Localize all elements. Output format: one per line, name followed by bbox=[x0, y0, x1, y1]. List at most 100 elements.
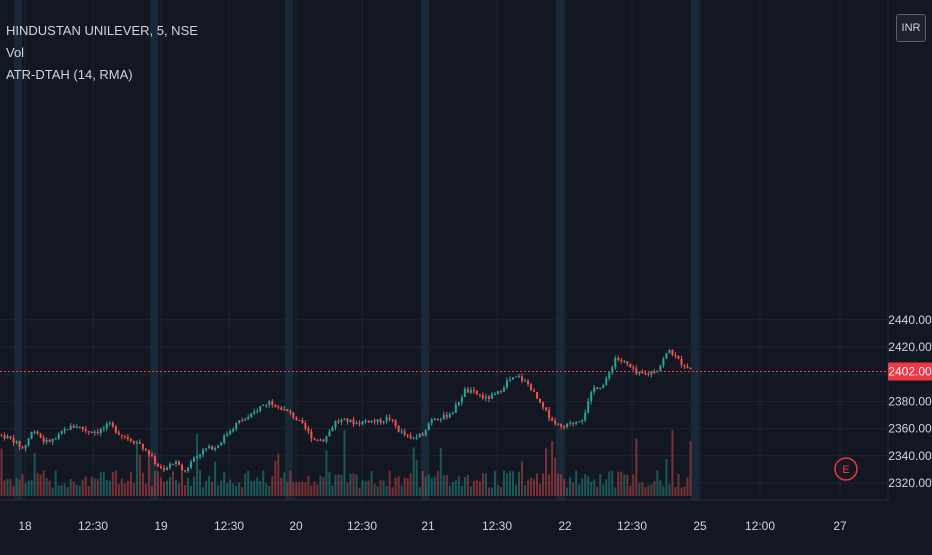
volume-bar bbox=[268, 485, 271, 496]
volume-bar bbox=[15, 477, 18, 496]
candle-body bbox=[466, 389, 469, 393]
legend-volume[interactable]: Vol bbox=[6, 45, 25, 60]
volume-bar bbox=[400, 485, 403, 496]
volume-bar bbox=[319, 475, 322, 496]
volume-bar bbox=[193, 476, 196, 496]
candle-body bbox=[90, 431, 93, 433]
currency-badge[interactable]: INR bbox=[896, 14, 926, 42]
earnings-marker[interactable]: E bbox=[834, 457, 858, 481]
volume-bar bbox=[590, 481, 593, 496]
candle-body bbox=[448, 414, 451, 418]
candle-body bbox=[511, 377, 514, 380]
volume-bar bbox=[69, 478, 72, 496]
candle-body bbox=[599, 387, 602, 389]
volume-bar bbox=[205, 481, 208, 496]
candle-body bbox=[385, 417, 388, 422]
candle-body bbox=[87, 431, 90, 433]
volume-bar bbox=[457, 476, 460, 496]
volume-bar bbox=[424, 476, 427, 496]
volume-bar bbox=[6, 478, 9, 496]
candle-body bbox=[665, 353, 668, 359]
candle-body bbox=[15, 441, 18, 443]
candle-body bbox=[668, 349, 671, 354]
volume-bar bbox=[310, 485, 313, 496]
candle-body bbox=[319, 439, 322, 441]
volume-bar bbox=[24, 483, 27, 496]
candle-body bbox=[172, 463, 174, 465]
volume-bar bbox=[196, 433, 199, 496]
volume-bar bbox=[388, 470, 391, 496]
candle-body bbox=[373, 420, 376, 422]
volume-bar bbox=[214, 461, 217, 496]
volume-bar bbox=[211, 481, 214, 496]
candle-body bbox=[608, 372, 611, 379]
volume-bar bbox=[689, 441, 692, 496]
volume-bar bbox=[184, 484, 187, 496]
candle-body bbox=[403, 431, 406, 435]
candle-body bbox=[307, 428, 310, 432]
candle-body bbox=[9, 436, 12, 439]
volume-bar bbox=[478, 481, 481, 496]
candle-body bbox=[295, 417, 298, 420]
volume-bar bbox=[656, 470, 659, 496]
volume-bar bbox=[445, 474, 448, 496]
volume-bar bbox=[111, 472, 114, 496]
candle-body bbox=[454, 404, 457, 413]
candle-body bbox=[223, 435, 226, 443]
candle-body bbox=[545, 407, 548, 410]
volume-bar bbox=[120, 478, 123, 496]
volume-bar bbox=[644, 487, 647, 496]
candle-body bbox=[334, 421, 337, 428]
candle-body bbox=[199, 454, 202, 457]
candle-body bbox=[533, 390, 536, 393]
volume-bar bbox=[499, 487, 502, 496]
candle-body bbox=[120, 434, 123, 436]
volume-bar bbox=[527, 479, 530, 496]
candle-body bbox=[165, 467, 168, 471]
price-axis-label: 2420.00 bbox=[888, 340, 932, 354]
volume-bar bbox=[659, 480, 662, 496]
candle-body bbox=[587, 401, 590, 413]
volume-bar bbox=[376, 486, 379, 496]
candle-body bbox=[247, 417, 250, 420]
volume-bar bbox=[343, 430, 346, 496]
candle-body bbox=[141, 443, 144, 449]
volume-bar bbox=[283, 472, 286, 496]
candle-body bbox=[620, 359, 623, 362]
candle-body bbox=[24, 444, 27, 449]
candle-body bbox=[593, 387, 596, 393]
candle-body bbox=[496, 391, 499, 394]
legend-indicator[interactable]: ATR-DTAH (14, RMA) bbox=[6, 67, 133, 82]
candle-body bbox=[298, 419, 301, 421]
volume-bar bbox=[346, 482, 349, 496]
volume-bar bbox=[90, 477, 93, 496]
price-axis-label: 2340.00 bbox=[888, 449, 932, 463]
session-band bbox=[421, 0, 429, 500]
candle-body bbox=[42, 437, 45, 443]
candle-body bbox=[436, 418, 439, 420]
time-axis-label: 12:30 bbox=[617, 519, 647, 533]
candle-body bbox=[337, 421, 340, 423]
candle-body bbox=[30, 432, 33, 439]
volume-bar bbox=[39, 474, 42, 496]
volume-bar bbox=[241, 487, 244, 496]
candle-body bbox=[394, 420, 397, 426]
volume-bar bbox=[331, 485, 334, 496]
legend-symbol[interactable]: HINDUSTAN UNILEVER, 5, NSE bbox=[6, 23, 198, 38]
volume-bar bbox=[451, 481, 454, 496]
candle-body bbox=[623, 361, 626, 363]
volume-bar bbox=[379, 480, 382, 496]
volume-bar bbox=[340, 474, 343, 496]
candle-body bbox=[358, 422, 361, 425]
volume-bar bbox=[632, 474, 635, 496]
candle-body bbox=[463, 389, 466, 397]
candle-body bbox=[581, 420, 584, 422]
candle-body bbox=[484, 396, 487, 399]
volume-bar bbox=[21, 474, 24, 496]
candle-body bbox=[499, 391, 502, 393]
volume-bar bbox=[265, 483, 268, 496]
volume-bar bbox=[181, 473, 184, 496]
candle-body bbox=[328, 431, 331, 437]
